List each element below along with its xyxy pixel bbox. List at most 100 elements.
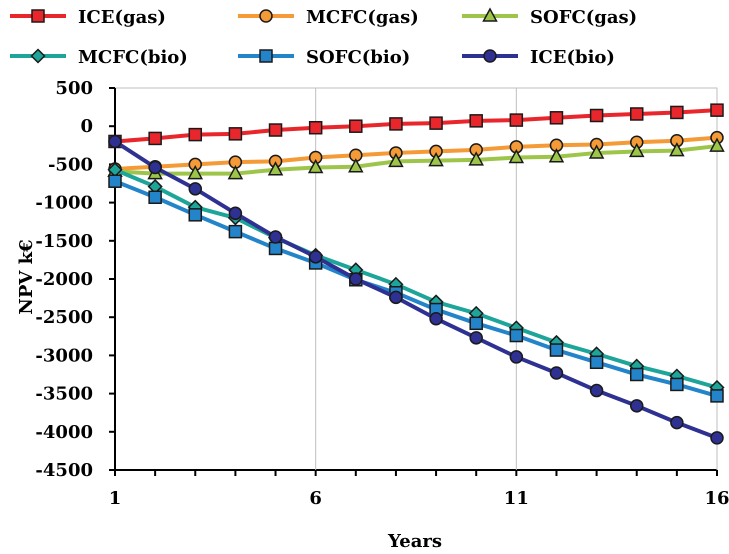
data-point: [268, 241, 283, 256]
data-point: [549, 111, 564, 125]
y-tick-label: -3000: [35, 345, 93, 366]
data-point: [710, 389, 724, 403]
legend-item: MCFC(gas): [238, 7, 419, 28]
data-point: [509, 328, 524, 343]
data-point: [108, 174, 122, 188]
legend-marker: [30, 48, 46, 64]
data-point: [670, 415, 684, 430]
data-point: [227, 164, 244, 180]
data-point: [268, 123, 283, 137]
legend-label: ICE(bio): [530, 47, 615, 68]
series-line: [114, 144, 718, 176]
data-point: [349, 272, 363, 286]
data-point: [469, 331, 483, 345]
data-point: [228, 224, 243, 239]
data-point: [188, 127, 203, 142]
y-tick-label: -3500: [35, 384, 93, 405]
data-point: [148, 190, 162, 205]
legend-marker: [259, 9, 273, 23]
y-tick-label: -2000: [35, 269, 93, 290]
data-point: [308, 120, 323, 135]
plot-area: [114, 87, 718, 471]
data-point: [468, 151, 484, 166]
series-line: [113, 139, 718, 440]
data-point: [388, 152, 404, 168]
data-point: [509, 113, 524, 127]
data-point: [349, 119, 363, 133]
data-point: [268, 230, 283, 244]
data-point: [629, 107, 644, 121]
data-point: [670, 377, 684, 392]
y-tick-label: -2500: [35, 307, 93, 328]
y-tick-label: -1000: [35, 193, 93, 214]
y-axis-title: NPV k€: [16, 239, 37, 314]
legend-item: ICE(gas): [10, 7, 166, 28]
x-tick-label: 6: [309, 488, 322, 509]
y-tick-label: 0: [80, 116, 93, 137]
data-point: [188, 182, 203, 196]
data-point: [188, 208, 203, 222]
data-point: [669, 142, 685, 157]
data-point: [108, 134, 122, 149]
data-point: [187, 164, 204, 180]
legend-label: MCFC(gas): [306, 7, 419, 28]
data-point: [589, 355, 604, 370]
data-point: [389, 117, 403, 131]
data-point: [389, 290, 403, 305]
data-point: [228, 206, 243, 221]
series-layer: [107, 103, 725, 445]
legend-item: MCFC(bio): [10, 47, 188, 68]
x-tick-label: 16: [704, 488, 729, 509]
series-line: [114, 135, 718, 171]
data-point: [228, 127, 243, 141]
data-point: [307, 158, 324, 174]
legend-item: ICE(bio): [462, 47, 615, 68]
y-tick-label: 500: [55, 78, 93, 99]
data-point: [148, 160, 162, 175]
legend-label: ICE(gas): [78, 7, 166, 28]
data-point: [589, 108, 604, 123]
data-point: [710, 103, 724, 117]
data-point: [508, 148, 525, 164]
data-point: [148, 131, 162, 146]
data-point: [469, 316, 483, 331]
x-axis-ticks: 1 6 11 16: [109, 470, 729, 509]
legend-item: SOFC(gas): [462, 7, 637, 28]
series-line: [114, 179, 718, 398]
data-point: [429, 116, 443, 130]
data-point: [549, 366, 564, 380]
y-tick-label: -4000: [35, 422, 93, 443]
data-point: [709, 137, 725, 152]
data-point: [589, 383, 604, 398]
data-point: [628, 142, 645, 158]
y-tick-label: -4500: [35, 460, 93, 481]
legend-marker: [31, 9, 45, 23]
data-point: [710, 431, 724, 445]
legend-label: SOFC(gas): [530, 7, 637, 28]
legend: ICE(gas) MCFC(gas) SOFC(gas) MCFC(bio) SOFC(…: [10, 7, 637, 68]
data-point: [548, 148, 565, 163]
y-tick-label: -1500: [35, 231, 93, 252]
legend-marker: [482, 7, 498, 22]
series-line: [114, 167, 718, 390]
legend-label: SOFC(bio): [306, 47, 410, 68]
x-tick-label: 11: [504, 488, 529, 509]
legend-item: SOFC(bio): [238, 47, 410, 68]
data-point: [267, 161, 284, 176]
data-point: [670, 105, 684, 120]
plot-border: [114, 87, 718, 471]
series-ice-gas: [108, 103, 724, 149]
series-sofc-bio: [108, 174, 724, 403]
data-point: [629, 367, 644, 382]
legend-marker: [483, 49, 497, 63]
x-axis-title: Years: [387, 531, 442, 552]
data-point: [469, 114, 483, 128]
data-point: [429, 311, 443, 326]
legend-marker: [259, 49, 273, 63]
series-mcfc-bio: [107, 162, 725, 396]
series-ice-bio: [108, 134, 724, 445]
data-point: [588, 144, 605, 159]
y-tick-label: -500: [48, 154, 93, 175]
series-line: [114, 108, 718, 144]
